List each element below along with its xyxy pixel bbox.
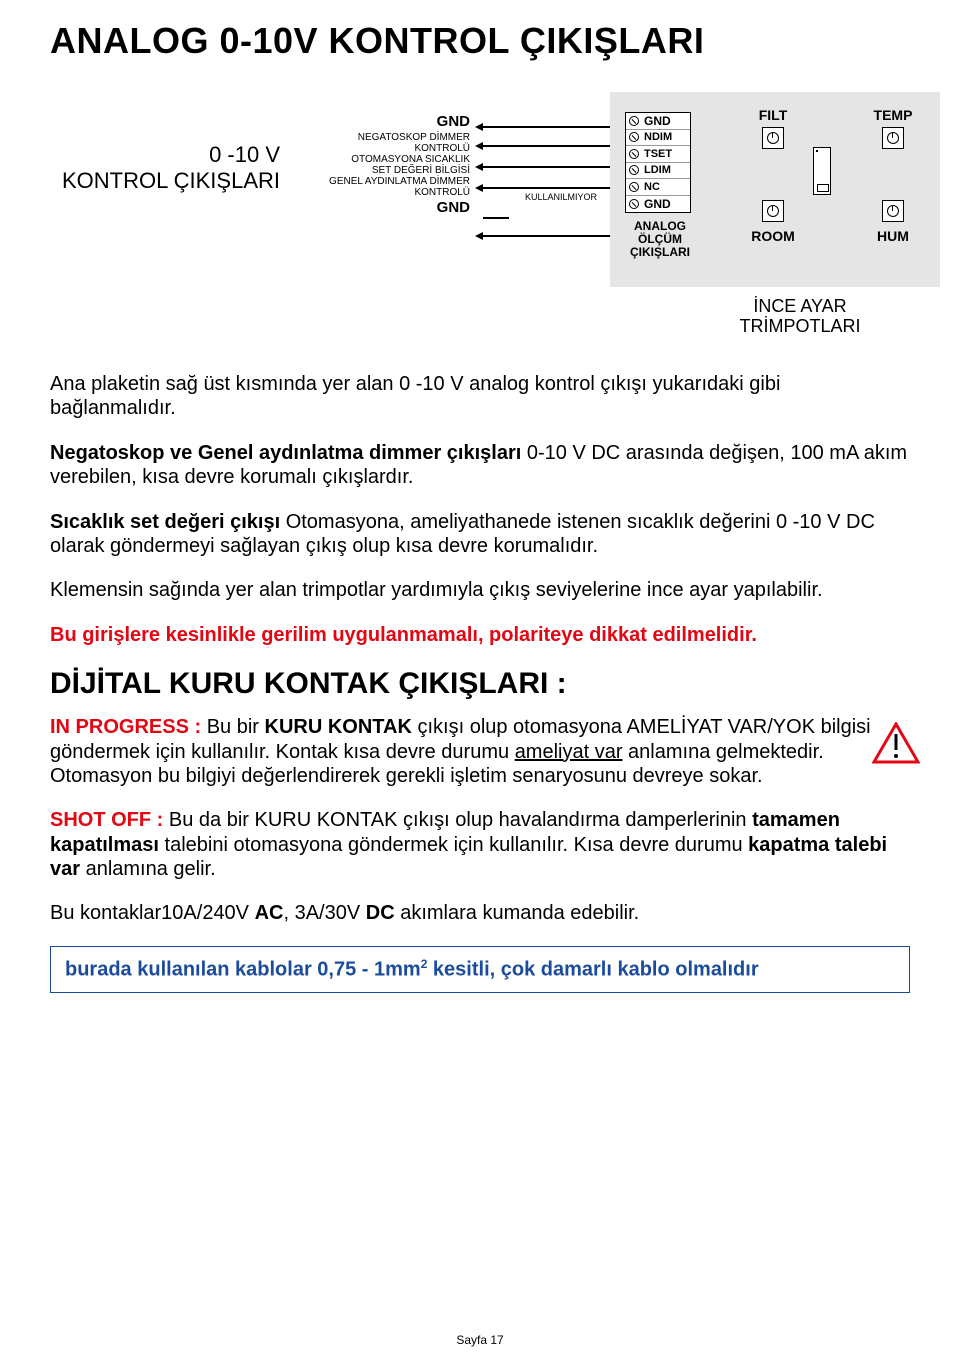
- p7-shotoff: SHOT OFF :: [50, 809, 163, 831]
- terminal-block: GND NDIM TSET LDIM NC GND: [625, 112, 691, 213]
- term-1: NDIM: [642, 131, 672, 143]
- term-3: LDIM: [642, 164, 671, 176]
- left-label: 0 -10 V KONTROL ÇIKIŞLARI: [50, 142, 280, 195]
- hum-label: HUM: [858, 228, 928, 244]
- para-4: Klemensin sağında yer alan trimpotlar ya…: [50, 578, 910, 602]
- arrows: [475, 118, 623, 245]
- section-2-title: DİJİTAL KURU KONTAK ÇIKIŞLARI :: [50, 667, 910, 701]
- term-4: NC: [642, 181, 660, 193]
- pot-temp: TEMP: [858, 107, 928, 155]
- para-7: SHOT OFF : Bu da bir KURU KONTAK çıkışı …: [50, 808, 910, 881]
- para-6: IN PROGRESS : Bu bir KURU KONTAK çıkışı …: [50, 715, 910, 788]
- term-5: GND: [642, 197, 671, 211]
- analog-output-label: ANALOG ÖLÇÜM ÇIKIŞLARI: [615, 220, 705, 260]
- term-0: GND: [642, 114, 671, 128]
- left-line2: KONTROL ÇIKIŞLARI: [50, 168, 280, 194]
- trimpot-icon: [762, 127, 784, 149]
- p8b: AC: [255, 902, 284, 924]
- sig1a: NEGATOSKOP DİMMER: [290, 133, 470, 143]
- signal-labels: GND NEGATOSKOP DİMMER KONTROLÜ OTOMASYON…: [290, 114, 470, 215]
- p7d: talebini otomasyona göndermek için kulla…: [159, 834, 748, 856]
- pot-hum: HUM: [858, 200, 928, 248]
- para-3: Sıcaklık set değeri çıkışı Otomasyona, a…: [50, 510, 910, 559]
- sig2a: OTOMASYONA SICAKLIK: [290, 155, 470, 165]
- p6c: KURU KONTAK: [265, 716, 412, 738]
- para-2-bold: Negatoskop ve Genel aydınlatma dimmer çı…: [50, 442, 521, 464]
- page-title: ANALOG 0-10V KONTROL ÇIKIŞLARI: [50, 20, 910, 62]
- pot-room: ROOM: [738, 200, 808, 248]
- component-icon: [813, 147, 831, 195]
- footer-b: kesitli, çok damarlı kablo olmalıdır: [427, 959, 758, 981]
- sig2b: SET DEĞERİ BİLGİSİ: [290, 166, 470, 176]
- ince-ayar-label: İNCE AYAR TRİMPOTLARI: [710, 297, 890, 337]
- filt-label: FILT: [738, 107, 808, 123]
- para-8: Bu kontaklar10A/240V AC, 3A/30V DC akıml…: [50, 901, 910, 925]
- term-2: TSET: [642, 148, 672, 160]
- left-line1: 0 -10 V: [50, 142, 280, 168]
- warning-icon: [872, 722, 920, 769]
- p8a: Bu kontaklar10A/240V: [50, 902, 255, 924]
- temp-label: TEMP: [858, 107, 928, 123]
- diagram: 0 -10 V KONTROL ÇIKIŞLARI GND NEGATOSKOP…: [50, 92, 910, 352]
- para-2: Negatoskop ve Genel aydınlatma dimmer çı…: [50, 441, 910, 490]
- p8c: , 3A/30V: [283, 902, 365, 924]
- kullanilmiyor-label: KULLANILMIYOR: [525, 192, 597, 202]
- gnd-bot: GND: [290, 200, 470, 215]
- p6-inprogress: IN PROGRESS :: [50, 716, 201, 738]
- footer-note: burada kullanılan kablolar 0,75 - 1mm2 k…: [50, 946, 910, 993]
- room-label: ROOM: [738, 228, 808, 244]
- body-text: Ana plaketin sağ üst kısmında yer alan 0…: [50, 372, 910, 993]
- sig3a: GENEL AYDINLATMA DİMMER: [290, 177, 470, 187]
- p6b: Bu bir: [201, 716, 264, 738]
- para-1: Ana plaketin sağ üst kısmında yer alan 0…: [50, 372, 910, 421]
- sig3b: KONTROLÜ: [290, 188, 470, 198]
- pot-filt: FILT: [738, 107, 808, 155]
- p8d: DC: [366, 902, 395, 924]
- trimpot-icon: [882, 200, 904, 222]
- trimpot-icon: [762, 200, 784, 222]
- footer-a: burada kullanılan kablolar 0,75 - 1mm: [65, 959, 421, 981]
- para-5-warning: Bu girişlere kesinlikle gerilim uygulanm…: [50, 623, 910, 647]
- p7f: anlamına gelir.: [80, 858, 216, 880]
- p8e: akımlara kumanda edebilir.: [395, 902, 640, 924]
- gnd-top: GND: [290, 114, 470, 129]
- p6e: ameliyat var: [515, 741, 623, 763]
- para-3-bold: Sıcaklık set değeri çıkışı: [50, 511, 280, 533]
- trimpot-icon: [882, 127, 904, 149]
- p7b: Bu da bir KURU KONTAK çıkışı olup havala…: [163, 809, 752, 831]
- sig1b: KONTROLÜ: [290, 144, 470, 154]
- page-number: Sayfa 17: [0, 1333, 960, 1347]
